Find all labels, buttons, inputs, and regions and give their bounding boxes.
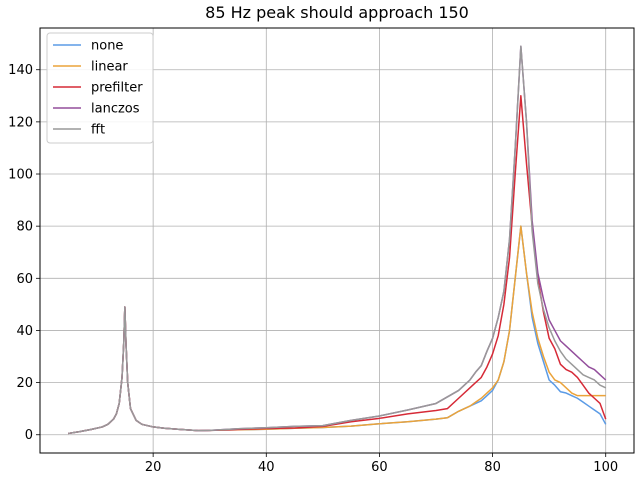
legend: none linear prefilter lanczos fft — [46, 32, 154, 144]
y-tick-label: 140 — [8, 63, 33, 78]
axis-ticks: 20 40 60 80 100 0 20 40 60 80 100 120 140 — [8, 63, 618, 475]
series-lines — [68, 45, 607, 435]
legend-label-prefilter: prefilter — [91, 81, 143, 96]
legend-label-linear: linear — [91, 60, 128, 75]
plot-frame — [39, 27, 635, 454]
y-tick-label: 20 — [16, 376, 33, 391]
y-tick-label: 0 — [25, 428, 33, 443]
y-tick-label: 100 — [8, 168, 33, 183]
series-line-linear — [68, 225, 606, 435]
legend-label-none: none — [91, 39, 123, 54]
x-tick-label: 20 — [145, 460, 162, 475]
legend-box — [46, 32, 154, 144]
legend-label-lanczos: lanczos — [91, 102, 140, 117]
y-tick-label: 40 — [16, 324, 33, 339]
x-tick-label: 80 — [484, 460, 501, 475]
series-line-fft — [68, 45, 607, 435]
x-tick-label: 60 — [371, 460, 388, 475]
x-tick-label: 100 — [593, 460, 618, 475]
y-tick-label: 120 — [8, 115, 33, 130]
y-tick-label: 60 — [16, 272, 33, 287]
y-tick-label: 80 — [16, 220, 33, 235]
x-tick-label: 40 — [258, 460, 275, 475]
legend-label-fft: fft — [91, 123, 105, 138]
chart-title: 85 Hz peak should approach 150 — [205, 3, 469, 22]
